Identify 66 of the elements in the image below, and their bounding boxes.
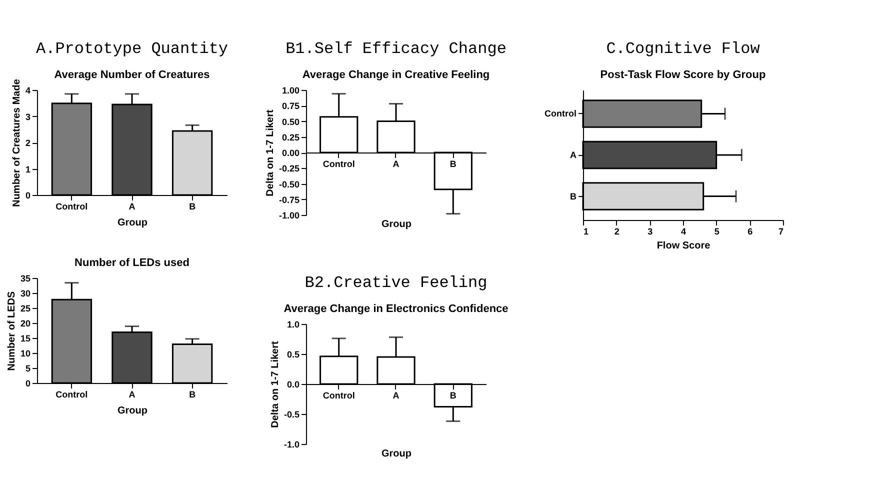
text: C.Cognitive Flow [606, 40, 760, 58]
y-tick-label: -0.50 [278, 179, 300, 190]
y-tick-label: 35 [20, 274, 30, 284]
y-tick-label: 0 [25, 190, 30, 200]
y-tick-label: 10 [20, 348, 30, 358]
x-tick-label: Control [322, 159, 355, 169]
x-tick-label: 3 [648, 226, 653, 236]
y-tick-label: 0.50 [282, 116, 300, 127]
y-tick-label: Control [544, 108, 576, 119]
text: B1.Self Efficacy Change [286, 40, 506, 58]
y-tick-label: 30 [20, 288, 30, 298]
y-tick-label: 0.5 [286, 350, 300, 360]
y-axis-title: Number of Creatures Made [11, 78, 22, 207]
x-tick-label: Control [56, 390, 88, 400]
y-tick-label: 0.0 [286, 380, 300, 390]
x-tick-label: B [450, 390, 457, 400]
y-tick-label: 0.25 [282, 132, 300, 142]
x-tick-label: 5 [714, 226, 720, 236]
y-tick-label: 15 [20, 334, 30, 344]
y-tick-label: 20 [20, 318, 30, 328]
x-tick-label: A [392, 159, 400, 169]
y-tick-label: 4 [25, 86, 30, 96]
x-tick-label: Control [56, 202, 88, 212]
x-axis-title: Group [382, 218, 412, 230]
x-tick-label: B [450, 159, 457, 169]
chart-title: Post-Task Flow Score by Group [600, 69, 766, 81]
chart-title: Number of LEDs used [74, 257, 190, 269]
y-axis-title: Delta on 1-7 Likert [270, 340, 281, 428]
y-tick-label: 0.00 [282, 148, 300, 158]
y-tick-label: 2 [25, 138, 30, 148]
y-tick-label: -1.00 [278, 210, 300, 220]
chart-title: Average Number of Creatures [54, 69, 210, 81]
y-tick-label: A [570, 150, 577, 160]
x-tick-label: 2 [614, 226, 620, 236]
y-axis-title: Number of LEDS [6, 290, 18, 371]
y-tick-label: 1.00 [282, 86, 300, 96]
y-tick-label: -0.25 [278, 164, 300, 174]
y-tick-label: 0 [25, 378, 30, 388]
y-tick-label: -0.75 [278, 194, 300, 205]
x-tick-label: B [189, 390, 196, 400]
x-axis-title: Group [118, 406, 148, 416]
chart-title: Average Change in Electronics Confidence [284, 303, 508, 315]
text: B2.Creative Feeling [304, 274, 488, 292]
x-tick-label: B [189, 202, 196, 212]
x-tick-label: A [128, 390, 136, 400]
x-tick-label: A [128, 202, 136, 212]
y-tick-label: 3 [25, 112, 30, 122]
x-tick-label: 1 [584, 226, 589, 236]
x-tick-label: Control [322, 390, 355, 400]
x-axis-title: Group [118, 218, 148, 228]
chart-title: Average Change in Creative Feeling [302, 69, 490, 81]
x-axis-title: Flow Score [656, 240, 711, 252]
y-axis-title: Delta on 1-7 Likert [264, 108, 276, 196]
x-tick-label: 7 [778, 226, 784, 236]
x-tick-label: 4 [680, 226, 686, 236]
x-axis-title: Group [382, 448, 412, 460]
text: A.Prototype Quantity [36, 40, 228, 58]
y-tick-label: -1.0 [284, 440, 300, 450]
y-tick-label: 1.0 [286, 320, 300, 330]
y-tick-label: 0.75 [282, 101, 300, 112]
x-tick-label: A [392, 390, 400, 400]
y-tick-label: B [570, 191, 577, 202]
y-tick-label: 5 [25, 364, 30, 374]
y-tick-label: 25 [20, 304, 30, 314]
x-tick-label: 6 [748, 226, 753, 236]
y-tick-label: -0.5 [284, 410, 300, 420]
